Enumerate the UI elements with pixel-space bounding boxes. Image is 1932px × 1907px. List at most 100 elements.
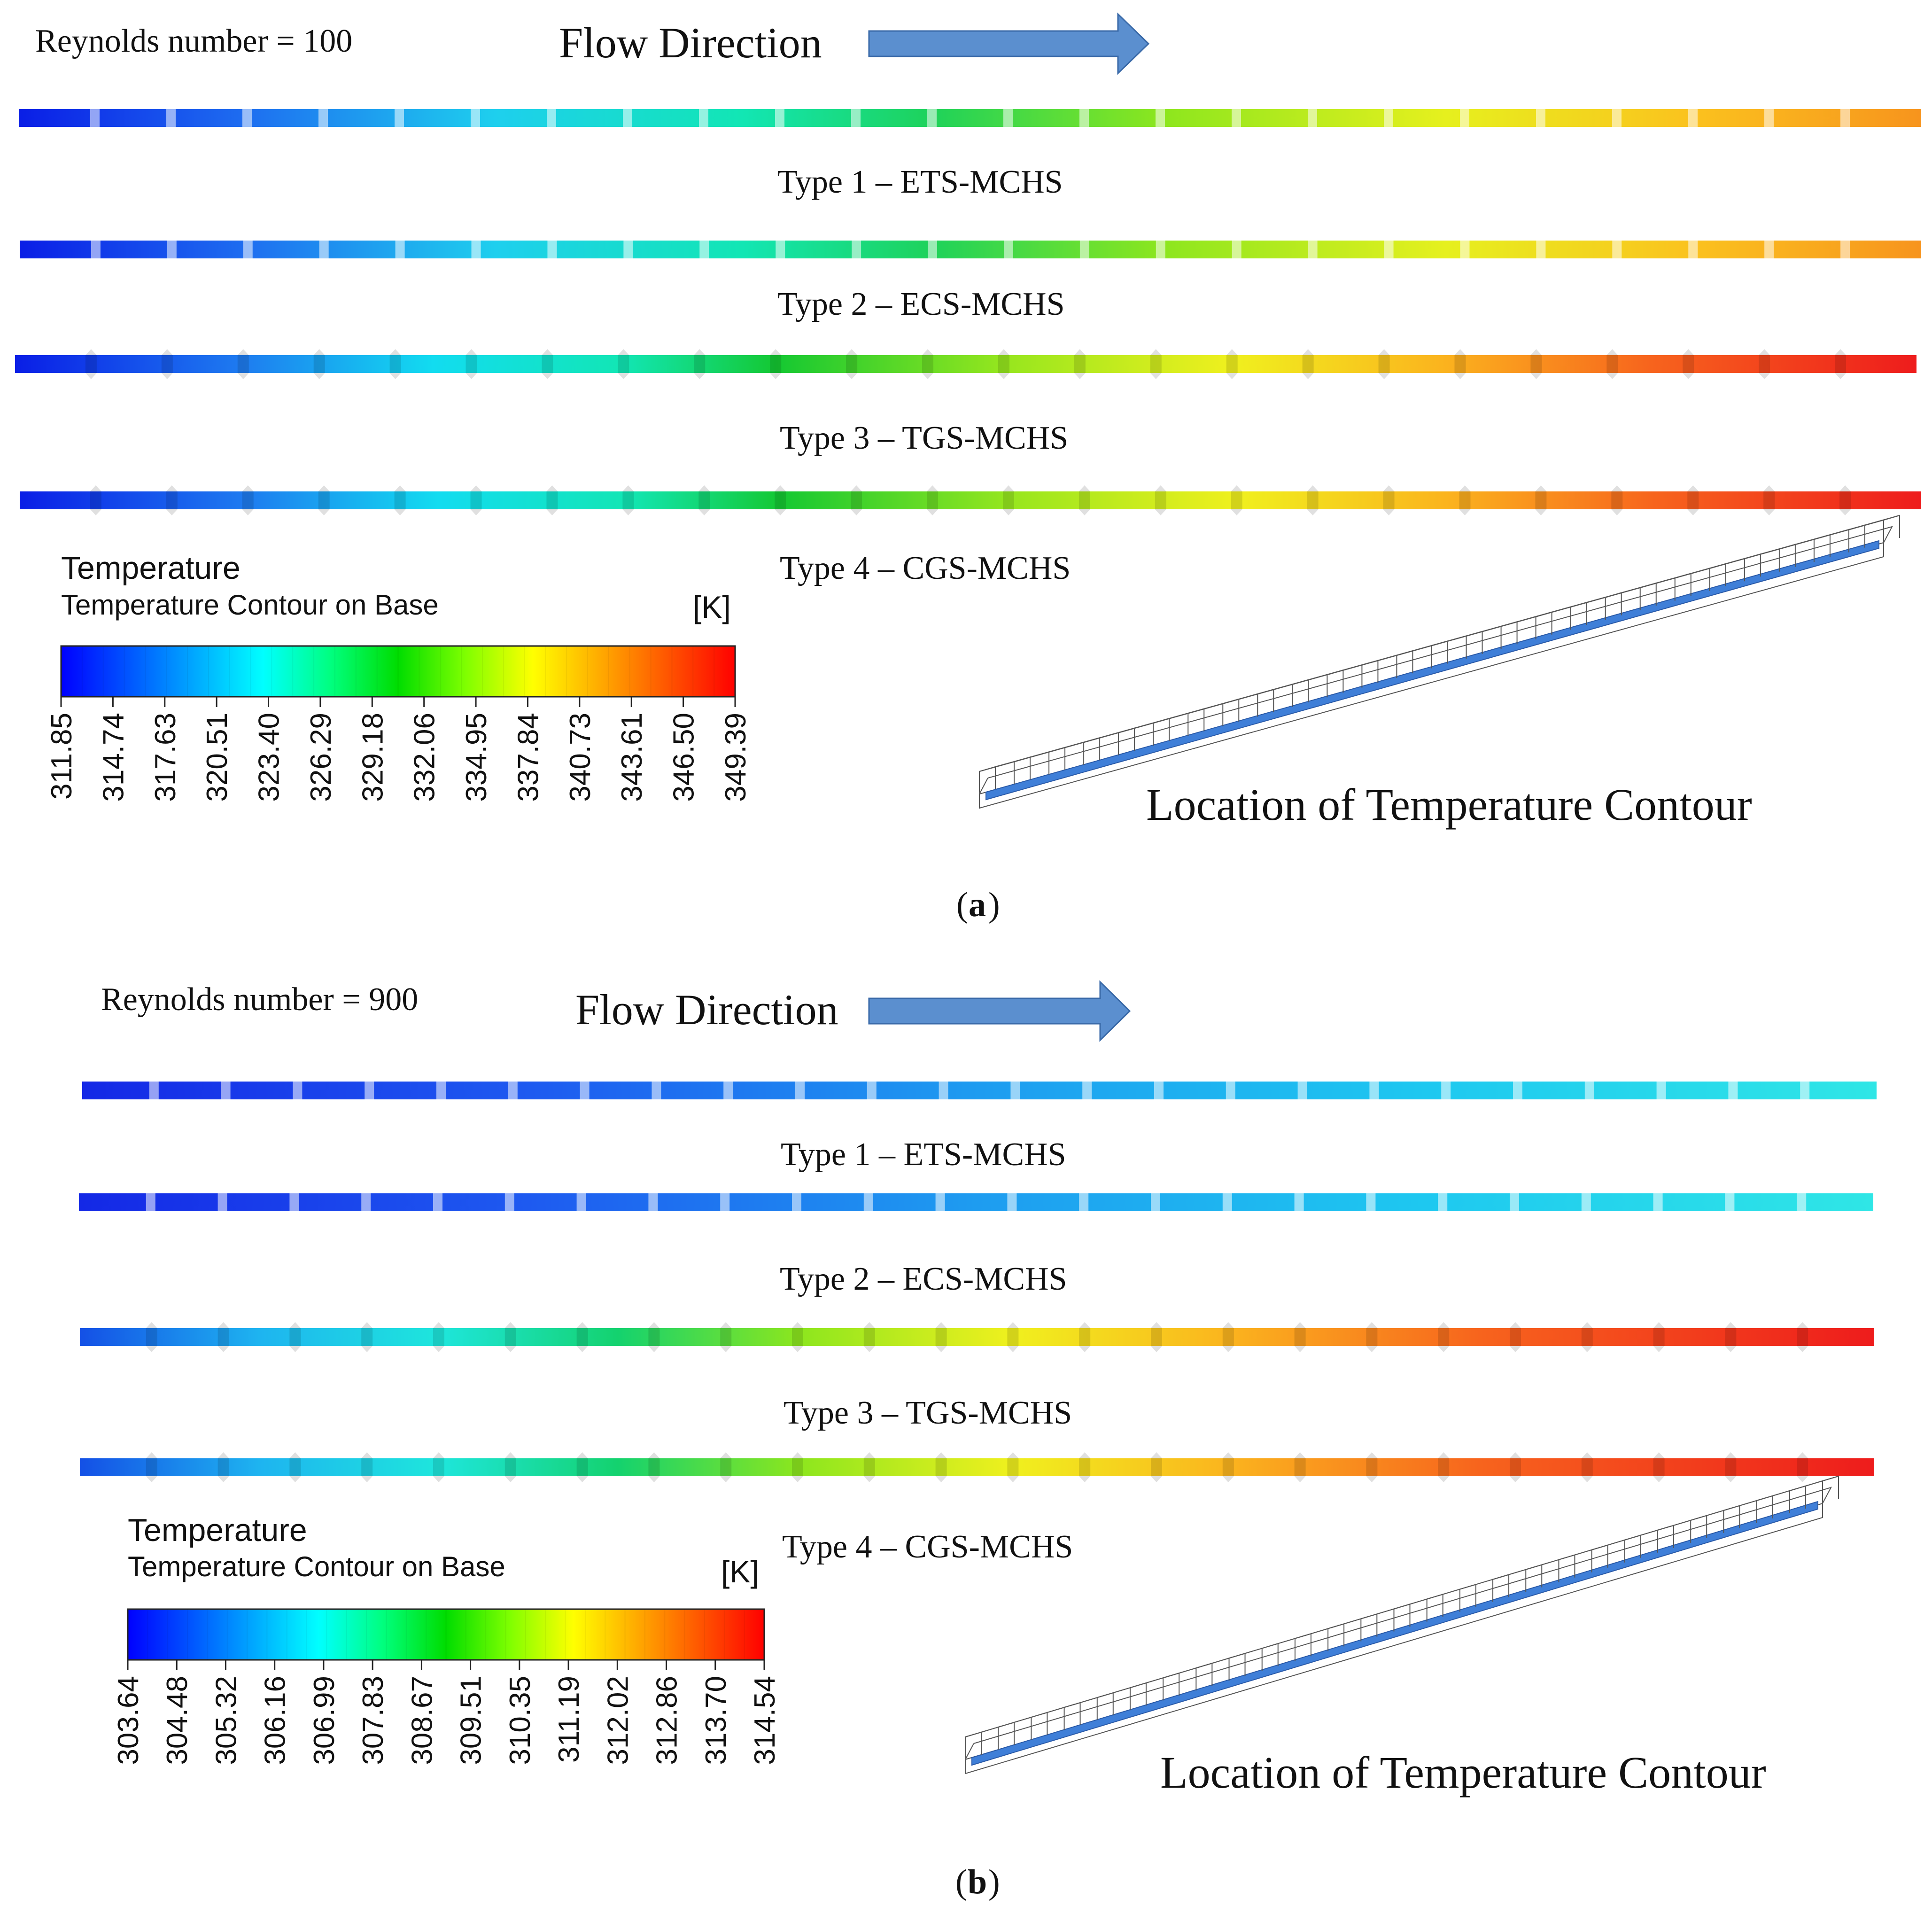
fin-gap bbox=[395, 108, 404, 128]
fin-gap bbox=[91, 239, 101, 260]
fin-gap bbox=[1156, 108, 1165, 128]
fin-gap bbox=[1656, 1080, 1666, 1101]
fin-node bbox=[618, 349, 629, 379]
fin-gap bbox=[795, 1080, 805, 1101]
fin-gap bbox=[699, 239, 709, 260]
location-label: Location of Temperature Contour bbox=[1160, 1747, 1766, 1798]
fin-gap bbox=[361, 1192, 371, 1213]
colorbar-tick-label: 317.63 bbox=[149, 713, 182, 802]
fin-gap bbox=[1222, 1192, 1232, 1213]
reynolds-label: Reynolds number = 100 bbox=[35, 23, 352, 59]
strip-label-type-1: Type 1 – ETS-MCHS bbox=[777, 164, 1063, 200]
fin-node bbox=[504, 1322, 516, 1352]
fin-node bbox=[694, 349, 706, 379]
colorbar-tick-label: 314.74 bbox=[97, 713, 130, 802]
fin-node bbox=[146, 1452, 157, 1482]
fin-gap bbox=[471, 239, 481, 260]
colorbar-tick-label: 346.50 bbox=[668, 713, 700, 802]
caption-letter: a bbox=[969, 886, 986, 924]
colorbar-tick-label: 311.19 bbox=[553, 1676, 585, 1763]
flow-direction-label: Flow Direction bbox=[575, 986, 838, 1034]
strip-label-type-3: Type 3 – TGS-MCHS bbox=[780, 420, 1068, 456]
fin-node bbox=[698, 485, 710, 515]
fin-gap bbox=[1232, 239, 1241, 260]
fin-gap bbox=[1007, 1192, 1017, 1213]
fin-node bbox=[1725, 1322, 1737, 1352]
colorbar-tick-label: 311.85 bbox=[46, 713, 78, 800]
fin-node bbox=[935, 1452, 947, 1482]
fin-gap bbox=[623, 108, 632, 128]
flow-direction-label: Flow Direction bbox=[559, 19, 822, 67]
fin-gap bbox=[547, 108, 556, 128]
fin-node bbox=[1438, 1322, 1450, 1352]
fin-node bbox=[863, 1322, 875, 1352]
colorbar-tick-label: 303.64 bbox=[112, 1676, 145, 1765]
fin-gap bbox=[433, 1192, 442, 1213]
strip-label-type-4: Type 4 – CGS-MCHS bbox=[782, 1529, 1073, 1565]
fin-node bbox=[85, 349, 97, 379]
fin-gap bbox=[1612, 239, 1622, 260]
fin-node bbox=[504, 1452, 516, 1482]
fin-node bbox=[1797, 1322, 1808, 1352]
fin-gap bbox=[623, 239, 633, 260]
fin-gap bbox=[1441, 1080, 1451, 1101]
fin-gap bbox=[1232, 108, 1241, 128]
svg-text:): ) bbox=[988, 1863, 1000, 1901]
fin-gap bbox=[1079, 1192, 1089, 1213]
fin-gap bbox=[395, 239, 405, 260]
fin-gap bbox=[1513, 1080, 1522, 1101]
fin-node bbox=[1007, 1452, 1019, 1482]
strip-label-type-4: Type 4 – CGS-MCHS bbox=[780, 550, 1071, 586]
fin-node bbox=[1366, 1322, 1378, 1352]
fin-gap bbox=[776, 239, 785, 260]
colorbar-tick-label: 306.16 bbox=[259, 1676, 292, 1765]
fin-gap bbox=[1800, 1080, 1810, 1101]
fin-gap bbox=[939, 1080, 948, 1101]
fin-node bbox=[1683, 349, 1694, 379]
fin-node bbox=[289, 1322, 301, 1352]
contour-strip-type-2 bbox=[79, 1192, 1873, 1213]
colorbar-tick-label: 332.06 bbox=[409, 713, 441, 802]
fin-node bbox=[1302, 349, 1314, 379]
fin-node bbox=[1839, 485, 1851, 515]
fin-gap bbox=[243, 239, 253, 260]
fin-node bbox=[1530, 349, 1542, 379]
legend-subtitle: Temperature Contour on Base bbox=[61, 589, 439, 621]
fin-gap bbox=[1764, 239, 1774, 260]
fin-node bbox=[1759, 349, 1770, 379]
fin-gap bbox=[576, 1192, 586, 1213]
fin-gap bbox=[149, 1080, 159, 1101]
colorbar-tick-label: 314.54 bbox=[749, 1676, 781, 1765]
colorbar-tick-label: 304.48 bbox=[161, 1676, 194, 1765]
fin-gap bbox=[471, 108, 480, 128]
svg-text:(: ( bbox=[955, 1863, 967, 1901]
fin-node bbox=[1454, 349, 1466, 379]
fin-node bbox=[90, 485, 101, 515]
fin-node bbox=[622, 485, 634, 515]
fin-node bbox=[927, 485, 939, 515]
fin-gap bbox=[1612, 108, 1622, 128]
fin-gap bbox=[365, 1080, 374, 1101]
fin-gap bbox=[1536, 239, 1546, 260]
fin-gap bbox=[1297, 1080, 1307, 1101]
fin-gap bbox=[1308, 239, 1318, 260]
fin-node bbox=[1606, 349, 1618, 379]
fin-gap bbox=[1082, 1080, 1092, 1101]
fin-gap bbox=[1460, 108, 1469, 128]
contour-strip-type-1 bbox=[82, 1080, 1877, 1101]
fin-node bbox=[1581, 1452, 1593, 1482]
fin-gap bbox=[1369, 1080, 1379, 1101]
fin-node bbox=[720, 1322, 732, 1352]
fin-gap bbox=[1010, 1080, 1020, 1101]
fin-node bbox=[1079, 1452, 1091, 1482]
caption-a: ( a ) bbox=[956, 886, 1000, 924]
fin-node bbox=[466, 349, 477, 379]
fin-gap bbox=[293, 1080, 303, 1101]
fin-gap bbox=[935, 1192, 945, 1213]
location-sketch bbox=[965, 1475, 1839, 1775]
colorbar-tick-label: 306.99 bbox=[308, 1676, 341, 1765]
fin-gap bbox=[221, 1080, 231, 1101]
fin-gap bbox=[1725, 1192, 1735, 1213]
strip-label-type-1: Type 1 – ETS-MCHS bbox=[781, 1136, 1066, 1173]
colorbar bbox=[127, 1608, 765, 1661]
